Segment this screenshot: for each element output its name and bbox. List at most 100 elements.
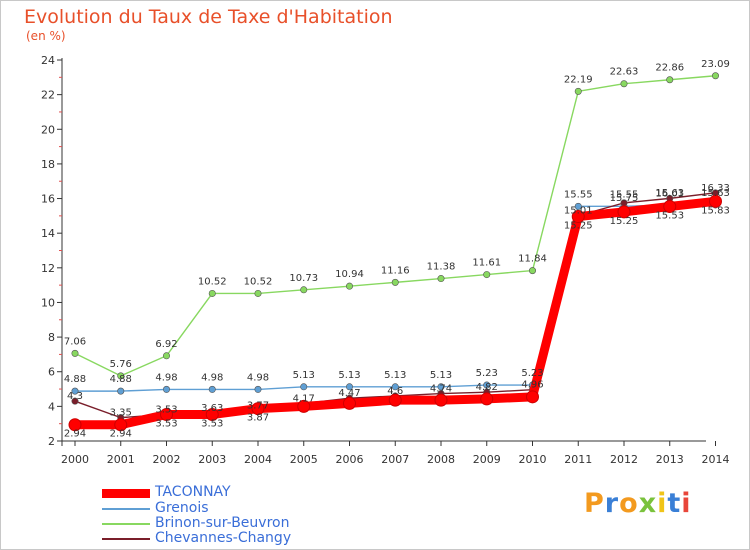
data-point [163,352,171,360]
data-label: 10.52 [244,276,273,287]
logo-letter: x [638,488,658,519]
logo-letter: r [604,488,620,519]
data-label: 15.01 [564,206,593,217]
data-label: 3.53 [201,419,223,430]
x-tick-label: 2009 [473,453,501,466]
data-label: 10.94 [335,269,364,280]
y-tick-label: 22 [41,89,55,102]
data-point [434,393,448,407]
x-tick-label: 2000 [61,453,89,466]
y-tick-label: 18 [41,158,55,171]
x-tick-label: 2012 [610,453,638,466]
data-point [709,194,722,208]
series-line [74,204,717,392]
data-point [68,418,82,432]
data-point [391,383,399,391]
data-label: 4.96 [521,380,543,391]
series-brinon-sur-beuvron [71,72,719,380]
data-label: 4.17 [293,393,315,404]
data-label: 5.13 [430,370,452,381]
data-label: 4.3 [67,391,83,402]
y-tick-label: 16 [41,193,55,206]
legend-swatch [102,488,150,498]
data-point [345,282,353,290]
data-point [117,372,125,380]
logo-letter: o [619,488,639,519]
data-label: 5.23 [476,368,498,379]
data-label: 11.61 [472,258,501,269]
data-label: 10.52 [198,276,227,287]
data-label: 16.01 [655,188,684,199]
y-tick-label: 2 [48,435,55,448]
data-label: 11.38 [427,262,456,273]
data-point [114,418,128,432]
logo-letter: i [681,488,692,519]
data-label: 4.98 [247,372,269,383]
data-label: 11.84 [518,254,547,265]
data-label: 5.13 [384,370,406,381]
data-label: 15.55 [610,189,639,200]
legend-label: Grenois [155,500,209,516]
data-label: 10.73 [289,273,318,284]
data-label: 4.98 [155,372,177,383]
data-point [437,275,445,283]
data-label: 5.13 [338,370,360,381]
data-label: 3.63 [201,403,223,414]
x-tick-label: 2008 [427,453,455,466]
x-tick-label: 2007 [381,453,409,466]
data-label: 7.06 [64,336,86,347]
logo-letter: t [667,488,682,519]
data-point [297,399,311,413]
data-label: 4.88 [64,374,86,385]
x-tick-label: 2005 [290,453,318,466]
x-tick-label: 2006 [336,453,364,466]
data-point [391,278,399,286]
data-label: 3.35 [110,408,132,419]
y-tick-label: 8 [48,331,55,344]
data-label: 22.63 [610,67,639,78]
data-label: 4.98 [201,372,223,383]
data-point [620,80,628,88]
x-tick-label: 2003 [198,453,226,466]
data-label: 4.88 [110,374,132,385]
data-point [160,408,173,422]
data-label: 22.19 [564,74,593,85]
x-tick-label: 2014 [702,453,730,466]
data-point [205,408,219,422]
y-tick-label: 24 [41,54,55,67]
data-point [571,210,585,224]
data-point [528,267,536,275]
data-point [117,387,125,395]
data-label: 16.33 [701,183,730,194]
data-label: 4.74 [430,384,452,395]
data-label: 15.83 [701,205,730,216]
data-label: 15.53 [655,211,684,222]
data-point [388,393,402,407]
data-point [666,76,674,84]
data-label: 15.63 [655,188,684,199]
data-point [574,202,582,210]
legend-label: TACONNAY [155,484,231,500]
data-point [437,383,445,391]
data-point [711,72,719,80]
data-label: 5.13 [293,370,315,381]
data-label: 4.6 [387,386,403,397]
data-label: 3.77 [247,400,269,411]
x-tick-label: 2013 [656,453,684,466]
data-point [480,392,494,406]
x-tick-label: 2010 [519,453,547,466]
y-tick-label: 4 [48,400,55,413]
data-point [163,385,171,393]
data-label: 3.53 [155,405,177,416]
legend-label: Brinon-sur-Beuvron [155,515,290,531]
data-point [254,289,262,297]
data-label: 2.94 [64,429,86,440]
data-point [71,349,79,357]
data-label: 15.55 [564,189,593,200]
data-point [300,383,308,391]
data-label: 3.87 [247,413,269,424]
legend-swatch [102,538,150,540]
data-point [71,397,79,405]
data-label: 4.82 [476,382,498,393]
